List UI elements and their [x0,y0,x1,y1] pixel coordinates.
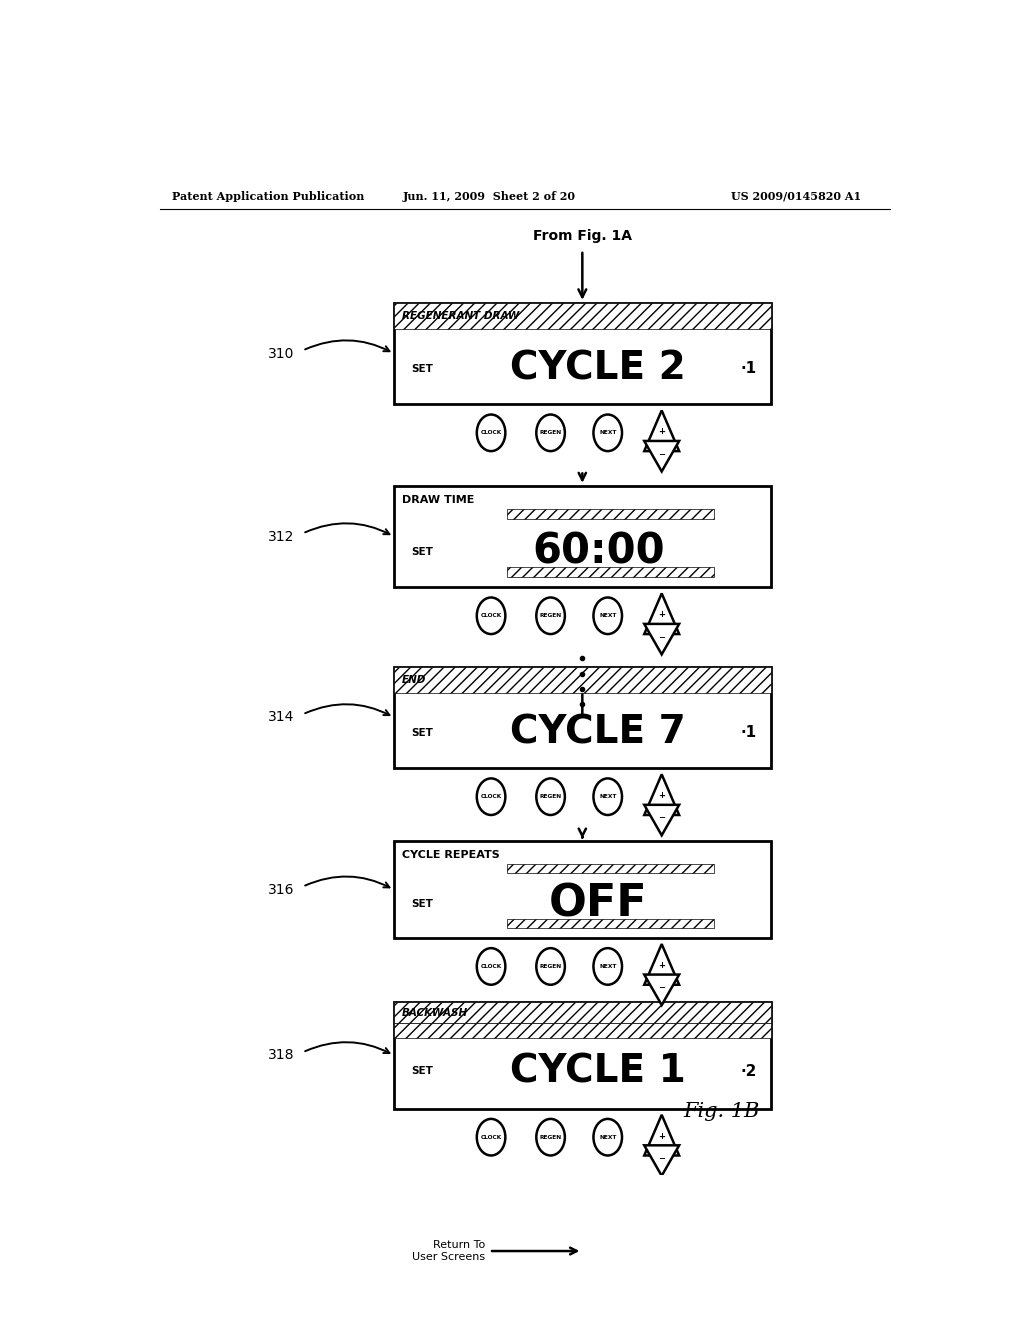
Text: 310: 310 [268,347,295,360]
Circle shape [537,779,565,814]
Bar [394,1002,771,1109]
Text: REGEN: REGEN [540,614,561,618]
Polygon shape [644,411,679,451]
Text: CYCLE 1: CYCLE 1 [510,1052,686,1090]
Text: 318: 318 [268,1048,295,1063]
Text: ·1: ·1 [740,725,757,741]
Text: CLOCK: CLOCK [480,430,502,436]
Text: US 2009/0145820 A1: US 2009/0145820 A1 [731,190,861,202]
Text: Return To
User Screens: Return To User Screens [412,1241,485,1262]
Text: 314: 314 [268,710,295,725]
Text: +: + [658,1131,666,1140]
Bar [394,486,771,587]
Text: CLOCK: CLOCK [480,1135,502,1139]
Bar [507,919,715,928]
Polygon shape [644,624,679,655]
Text: +: + [658,961,666,970]
Circle shape [594,948,622,985]
Text: 60:00: 60:00 [531,531,665,573]
Circle shape [594,779,622,814]
Bar [394,1002,771,1023]
Text: Jun. 11, 2009  Sheet 2 of 20: Jun. 11, 2009 Sheet 2 of 20 [402,190,575,202]
Text: SET: SET [412,364,433,374]
Bar [394,841,771,939]
Polygon shape [644,441,679,471]
Polygon shape [644,1146,679,1176]
Circle shape [594,598,622,634]
Polygon shape [644,775,679,814]
Text: REGEN: REGEN [540,1135,561,1139]
Text: DRAW TIME: DRAW TIME [401,495,474,506]
Text: SET: SET [412,1067,433,1076]
Polygon shape [644,594,679,634]
Text: REGEN: REGEN [540,795,561,799]
Text: REGENERANT DRAW: REGENERANT DRAW [401,312,519,321]
Text: CYCLE 7: CYCLE 7 [510,714,686,751]
Bar [394,667,771,693]
Text: SET: SET [412,727,433,738]
Text: CLOCK: CLOCK [480,795,502,799]
Text: OFF: OFF [549,883,647,925]
Polygon shape [644,944,679,985]
Bar [507,863,715,874]
Circle shape [537,414,565,451]
Text: NEXT: NEXT [599,430,616,436]
Circle shape [537,948,565,985]
Bar [507,568,715,577]
Circle shape [477,1119,506,1155]
Text: NEXT: NEXT [599,614,616,618]
Bar [394,667,771,768]
Text: ·2: ·2 [740,1064,757,1078]
Text: 316: 316 [268,883,295,896]
Circle shape [477,598,506,634]
Text: REGEN: REGEN [540,430,561,436]
Text: END: END [401,675,426,685]
Text: ·1: ·1 [740,362,757,376]
Bar [507,510,715,519]
Text: NEXT: NEXT [599,1135,616,1139]
Text: CYCLE 2: CYCLE 2 [510,350,686,388]
Bar [394,302,771,404]
Circle shape [537,1119,565,1155]
Polygon shape [644,974,679,1005]
Text: REGEN: REGEN [540,964,561,969]
Circle shape [537,598,565,634]
Text: −: − [658,983,666,993]
Circle shape [477,414,506,451]
Bar [394,1023,771,1039]
Text: NEXT: NEXT [599,964,616,969]
Text: BACKWASH: BACKWASH [401,1007,468,1018]
Text: +: + [658,428,666,437]
Text: +: + [658,610,666,619]
Text: 312: 312 [268,529,295,544]
Polygon shape [644,805,679,836]
Text: +: + [658,791,666,800]
Text: −: − [658,813,666,822]
Text: CYCLE REPEATS: CYCLE REPEATS [401,850,500,859]
Text: NEXT: NEXT [599,795,616,799]
Text: −: − [658,632,666,642]
Text: Patent Application Publication: Patent Application Publication [172,190,364,202]
Text: CLOCK: CLOCK [480,964,502,969]
Bar [394,302,771,329]
Text: From Fig. 1A: From Fig. 1A [532,228,632,243]
Circle shape [594,1119,622,1155]
Text: CLOCK: CLOCK [480,614,502,618]
Circle shape [477,948,506,985]
Text: SET: SET [412,899,433,909]
Text: SET: SET [412,546,433,557]
Text: Fig. 1B: Fig. 1B [684,1102,760,1121]
Text: −: − [658,1154,666,1163]
Text: −: − [658,450,666,458]
Polygon shape [644,1115,679,1155]
Circle shape [477,779,506,814]
Circle shape [594,414,622,451]
